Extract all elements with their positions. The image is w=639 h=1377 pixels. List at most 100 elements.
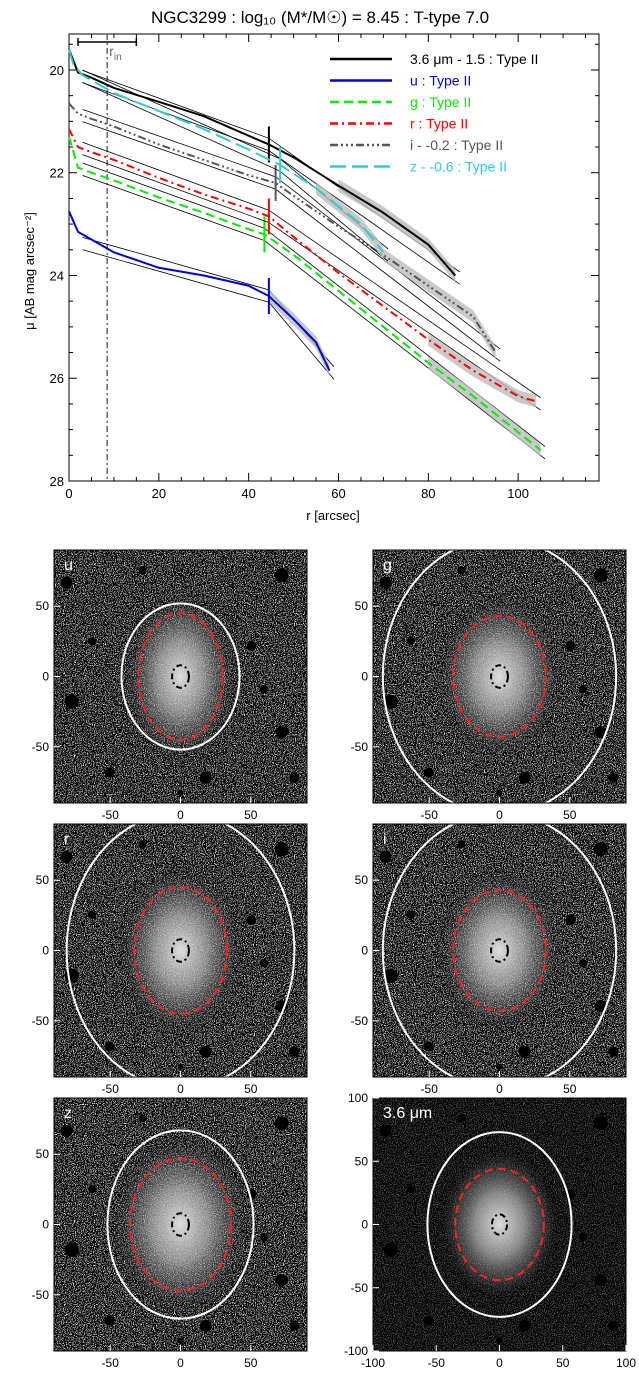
inner-ellipse [490, 938, 509, 963]
outer-ellipse [106, 1129, 255, 1320]
series-line [68, 49, 385, 253]
y-tick-label: 22 [50, 166, 64, 181]
series-5 [68, 49, 389, 262]
y-tick-label: 50 [355, 1154, 369, 1168]
y-tick-label: 100 [348, 1091, 368, 1105]
panel-label: g [383, 557, 392, 574]
inner-ellipse [171, 664, 190, 689]
error-band [338, 179, 456, 282]
legend-entry: r : Type II [410, 116, 468, 132]
x-tick-label: -50 [428, 1356, 446, 1370]
y-tick-label: 50 [355, 873, 369, 887]
masked-source [199, 1045, 212, 1058]
fit-line [82, 69, 389, 250]
profile-plot: 0 20 40 60 80 100 20 22 24 26 28 rin 3.6 μm - 1.5 : … [50, 33, 600, 501]
x-tick-label: 50 [563, 1082, 577, 1096]
masked-source [383, 968, 398, 983]
break-ellipse [133, 886, 228, 1015]
masked-source [177, 789, 184, 796]
masked-source [593, 1116, 608, 1131]
panel-label: z [64, 1105, 72, 1122]
y-axis-label: μ [AB mag arcsec⁻²] [22, 212, 37, 330]
legend-entry: 3.6 μm - 1.5 : Type II [410, 51, 538, 67]
masked-source [593, 842, 608, 857]
y-tick-label: -100 [344, 1344, 368, 1358]
y-tick-label: -50 [32, 740, 50, 754]
x-tick-label: 0 [177, 808, 184, 822]
break-ellipse [452, 615, 547, 738]
masked-source [406, 1185, 415, 1194]
masked-source [379, 576, 392, 589]
masked-source [594, 726, 607, 739]
y-tick-label: 0 [42, 944, 49, 958]
x-tick-label: 0 [65, 486, 72, 501]
masked-source [104, 1315, 115, 1326]
y-tick-label: 0 [361, 670, 368, 684]
r-in-subscript: in [114, 52, 122, 63]
masked-source [246, 641, 257, 652]
series-3 [68, 128, 541, 411]
masked-source [383, 1242, 398, 1257]
error-band [383, 248, 496, 359]
masked-source [578, 1233, 587, 1242]
x-tick-label: -50 [102, 808, 120, 822]
masked-source [608, 772, 619, 783]
series-2 [68, 136, 546, 460]
fit-line [82, 249, 335, 380]
masked-source [177, 1063, 184, 1070]
masked-source [289, 1046, 300, 1057]
y-tick-label: 50 [36, 873, 50, 887]
masked-source [60, 576, 73, 589]
r-in-label: rin [109, 43, 121, 63]
masked-source [274, 568, 289, 583]
image-panel-4: z -50 0 50 50 0 -50 [32, 1097, 308, 1370]
y-tick-label: 50 [355, 599, 369, 613]
x-tick-label: -50 [421, 1082, 439, 1096]
break-ellipse [452, 889, 547, 1012]
legend-entry: g : Type II [410, 94, 471, 110]
series-line [68, 49, 457, 277]
masked-source [423, 767, 434, 778]
masked-source [565, 641, 576, 652]
masked-source [289, 772, 300, 783]
masked-source [104, 1041, 115, 1052]
x-tick-label: 50 [556, 1356, 570, 1370]
masked-source [138, 840, 147, 849]
y-tick-label: 28 [50, 474, 64, 489]
panel-label: r [64, 831, 70, 848]
y-tick-label: -50 [32, 1014, 50, 1028]
x-tick-label: 100 [616, 1356, 636, 1370]
inner-ellipse [171, 938, 190, 963]
masked-source [406, 911, 415, 920]
y-tick-label: -50 [351, 1014, 369, 1028]
masked-source [138, 566, 147, 575]
y-tick-label: -50 [351, 1281, 369, 1295]
outer-ellipse [381, 824, 618, 1077]
y-tick-label: 0 [361, 944, 368, 958]
masked-source [289, 1320, 300, 1331]
masked-source [496, 789, 503, 796]
masked-source [379, 850, 392, 863]
y-tick-label: 0 [361, 1218, 368, 1232]
image-panel-0: u -50 0 50 50 0 -50 [32, 549, 308, 822]
series-1 [68, 210, 335, 380]
series-line [68, 210, 331, 371]
masked-source [274, 842, 289, 857]
masked-source [259, 1233, 268, 1242]
fit-line [82, 69, 460, 273]
y-tick-label: 0 [42, 670, 49, 684]
panel-label: u [64, 557, 73, 574]
masked-source [608, 1320, 619, 1331]
masked-source [518, 1319, 531, 1332]
x-tick-label: 20 [152, 486, 166, 501]
masked-source [423, 1041, 434, 1052]
masked-source [578, 959, 587, 968]
masked-source [87, 911, 96, 920]
masked-source [457, 566, 466, 575]
x-tick-label: 40 [241, 486, 255, 501]
inner-ellipse [171, 1212, 190, 1237]
masked-source [457, 840, 466, 849]
masked-source [177, 1337, 184, 1344]
panel-label: 3.6 μm [383, 1105, 432, 1122]
